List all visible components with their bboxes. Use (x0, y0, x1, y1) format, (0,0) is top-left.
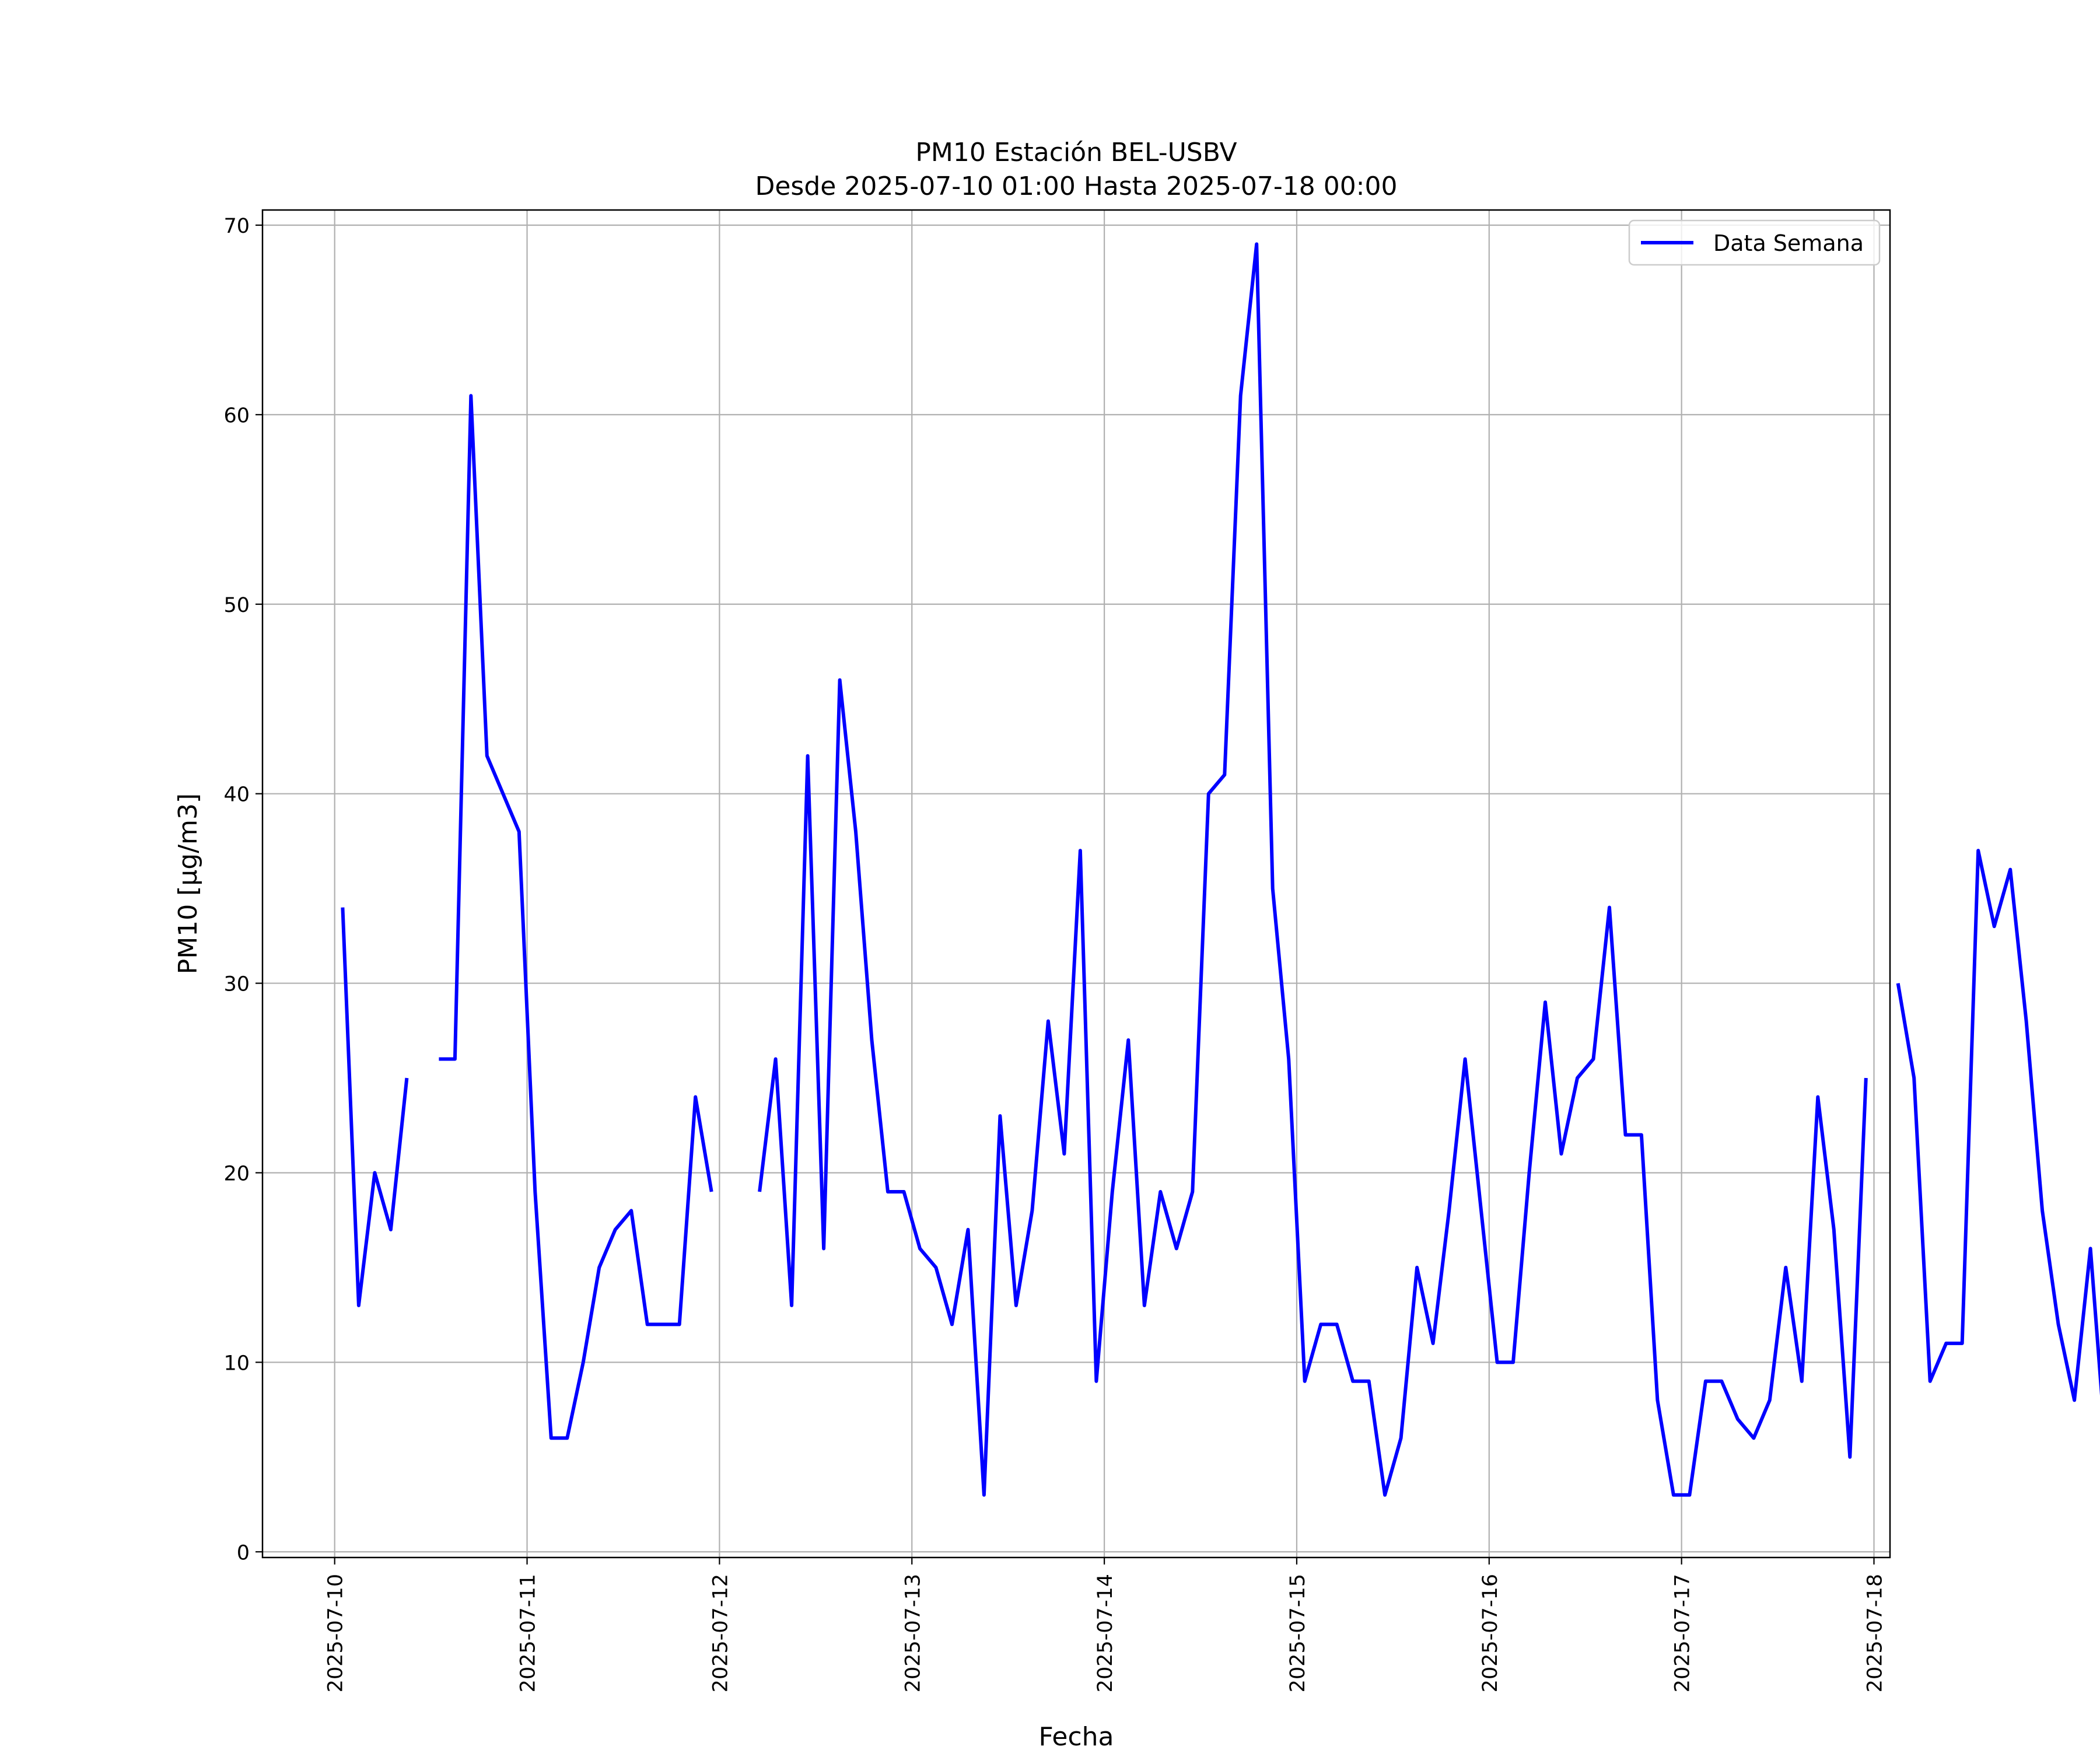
series-line-segment (439, 394, 713, 1440)
y-tick-label: 60 (223, 404, 250, 428)
y-tick-label: 30 (223, 973, 250, 996)
series-line-segment (341, 907, 409, 1307)
x-tick-label: 2025-07-18 (1864, 1574, 1887, 1692)
x-tick-label: 2025-07-10 (324, 1574, 348, 1692)
chart-title: PM10 Estación BEL-USBV (915, 138, 1237, 167)
x-tick-label: 2025-07-16 (1479, 1574, 1502, 1692)
legend-box (1628, 219, 1881, 266)
y-tick-label: 70 (223, 215, 250, 238)
series-line-segment (758, 242, 1868, 1497)
x-tick-label: 2025-07-12 (709, 1574, 732, 1692)
x-tick-label: 2025-07-14 (1094, 1574, 1117, 1692)
legend-label: Data Semana (1713, 230, 1864, 256)
y-axis-label: PM10 [μg/m3] (173, 793, 203, 974)
y-tick-label: 20 (223, 1162, 250, 1185)
x-tick-label: 2025-07-13 (901, 1574, 925, 1692)
x-tick-label: 2025-07-11 (517, 1574, 540, 1692)
legend: Data Semana (1628, 219, 1881, 266)
x-axis-label: Fecha (1038, 1722, 1114, 1750)
series-line-segment (1896, 849, 2100, 1402)
y-tick-label: 10 (223, 1352, 250, 1375)
chart-subtitle: Desde 2025-07-10 01:00 Hasta 2025-07-18 … (755, 172, 1397, 201)
plot-frame (261, 209, 1891, 1559)
x-tick-label: 2025-07-17 (1671, 1574, 1695, 1692)
y-tick-label: 50 (223, 594, 250, 617)
y-tick-label: 40 (223, 783, 250, 807)
y-tick-label: 0 (237, 1541, 250, 1564)
axis-ticks: 0 10 20 30 40 50 60 70 2025-07-10 2025-07-11 2025-… (223, 215, 1887, 1692)
x-tick-label: 2025-07-15 (1286, 1574, 1310, 1692)
series-layer (341, 242, 2100, 1497)
